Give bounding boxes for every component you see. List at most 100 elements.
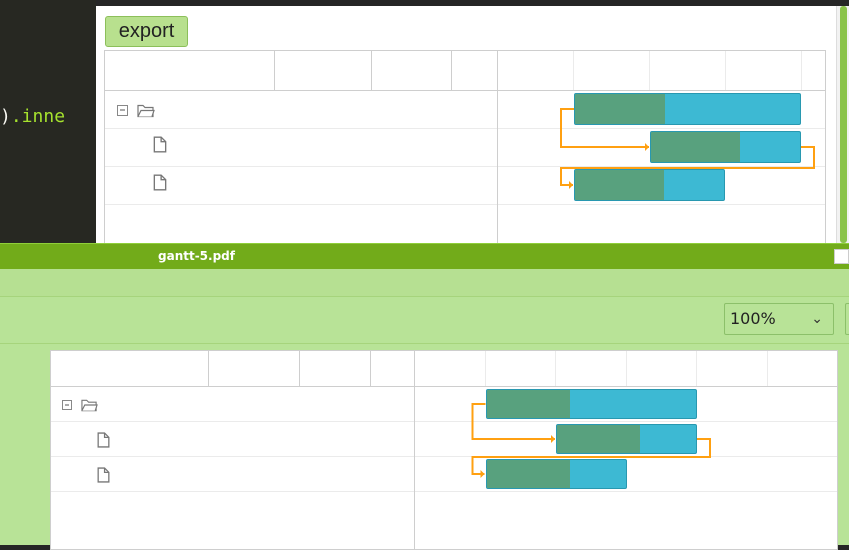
task-name-cell[interactable] — [105, 91, 275, 129]
code-text: .inne — [10, 106, 66, 127]
start-date-cell[interactable] — [275, 129, 372, 167]
dependency-link[interactable] — [560, 146, 815, 186]
column-header-start — [275, 51, 372, 91]
dependency-link[interactable] — [471, 403, 556, 440]
gantt-bar[interactable] — [485, 389, 697, 419]
task-progress — [575, 170, 665, 200]
column-header-start — [209, 351, 300, 387]
timeline-row-line — [498, 128, 825, 129]
code-line: ).inne — [0, 106, 65, 127]
timeline-scale-cell — [697, 351, 768, 387]
scrollbar-thumb[interactable] — [840, 6, 847, 243]
grid-header-separator — [51, 386, 414, 387]
timeline-scale-cell — [556, 351, 627, 387]
window-control-button[interactable] — [834, 249, 849, 264]
duration-cell[interactable] — [300, 422, 371, 457]
column-header-duration — [300, 351, 371, 387]
table-row[interactable] — [105, 167, 497, 205]
gantt-bar[interactable] — [650, 131, 801, 163]
table-row[interactable] — [51, 457, 414, 492]
start-date-cell[interactable] — [209, 422, 300, 457]
add-subtask-cell[interactable] — [452, 167, 497, 205]
link-arrow-icon — [551, 435, 555, 443]
gantt-bar[interactable] — [556, 424, 697, 454]
dependency-links — [560, 108, 815, 189]
timeline-scale-cell — [650, 51, 726, 91]
task-name-cell[interactable] — [51, 457, 209, 492]
add-subtask-cell[interactable] — [371, 387, 414, 422]
task-progress — [575, 94, 665, 124]
table-row[interactable] — [51, 422, 414, 457]
dependency-links — [471, 403, 711, 478]
document-icon — [153, 173, 167, 191]
collapse-toggle-icon[interactable] — [117, 104, 128, 116]
code-punct: ) — [0, 106, 11, 127]
gantt-bar[interactable] — [485, 459, 627, 489]
timeline-scale-cell — [486, 351, 556, 387]
gantt-bar[interactable] — [574, 93, 801, 125]
zoom-select[interactable]: 100% ⌄ — [724, 303, 834, 335]
timeline-row-line — [415, 421, 837, 422]
link-arrow-icon — [645, 143, 649, 151]
timeline-header-separator — [415, 386, 837, 387]
timeline-scale-cell — [415, 351, 486, 387]
column-header-add[interactable] — [371, 351, 414, 387]
timeline-scale-cell — [627, 351, 697, 387]
dependency-link[interactable] — [560, 108, 649, 148]
start-date-cell[interactable] — [275, 91, 372, 129]
document-icon — [97, 466, 110, 483]
table-row[interactable] — [105, 91, 497, 129]
timeline-scale-cell — [498, 51, 574, 91]
start-date-cell[interactable] — [275, 167, 372, 205]
gantt-chart-preview — [104, 50, 826, 243]
toolbar-button[interactable] — [845, 303, 849, 335]
duration-cell[interactable] — [372, 167, 452, 205]
window-title: gantt-5.pdf — [158, 249, 235, 263]
folder-open-icon — [137, 104, 155, 117]
document-icon — [97, 431, 110, 448]
start-date-cell[interactable] — [209, 457, 300, 492]
browser-preview: export — [96, 6, 849, 243]
add-subtask-cell[interactable] — [371, 457, 414, 492]
timeline-row-line — [498, 166, 825, 167]
task-name-cell[interactable] — [51, 387, 209, 422]
scrollbar[interactable] — [836, 6, 849, 243]
task-name-cell[interactable] — [105, 167, 275, 205]
timeline — [498, 51, 825, 243]
add-subtask-cell[interactable] — [452, 91, 497, 129]
link-arrow-icon — [569, 181, 573, 189]
duration-cell[interactable] — [372, 91, 452, 129]
gantt-chart-pdf — [50, 350, 838, 550]
column-header-text — [51, 351, 209, 387]
table-row[interactable] — [51, 387, 414, 422]
table-row[interactable] — [105, 129, 497, 167]
collapse-toggle-icon[interactable] — [62, 399, 72, 410]
grid — [105, 51, 498, 243]
column-header-add[interactable] — [452, 51, 497, 91]
chevron-down-icon: ⌄ — [811, 311, 823, 327]
gantt-bar[interactable] — [574, 169, 725, 201]
task-name-cell[interactable] — [51, 422, 209, 457]
link-arrow-icon — [480, 470, 485, 478]
add-subtask-cell[interactable] — [371, 422, 414, 457]
timeline — [415, 351, 837, 549]
dependency-link[interactable] — [471, 438, 711, 475]
timeline-scale-cell — [726, 51, 802, 91]
column-header-text — [105, 51, 275, 91]
document-icon — [153, 135, 167, 153]
code-editor: ).inne — [0, 0, 96, 243]
task-progress — [651, 132, 741, 162]
task-progress — [486, 390, 571, 418]
task-progress — [557, 425, 641, 453]
export-button[interactable]: export — [105, 16, 188, 47]
viewer-toolbar — [0, 269, 849, 297]
add-subtask-cell[interactable] — [452, 129, 497, 167]
timeline-scale-cell — [574, 51, 650, 91]
task-name-cell[interactable] — [105, 129, 275, 167]
column-header-duration — [372, 51, 452, 91]
duration-cell[interactable] — [372, 129, 452, 167]
start-date-cell[interactable] — [209, 387, 300, 422]
duration-cell[interactable] — [300, 387, 371, 422]
zoom-value: 100% — [730, 309, 776, 328]
duration-cell[interactable] — [300, 457, 371, 492]
